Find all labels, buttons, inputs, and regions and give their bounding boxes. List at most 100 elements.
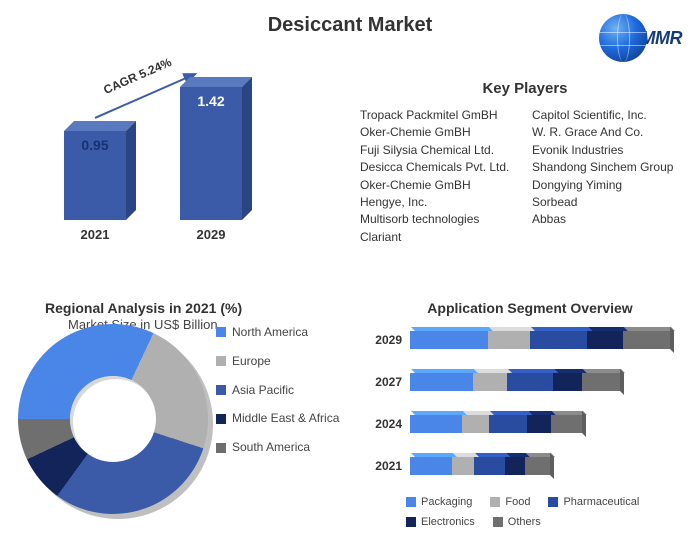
key-player-item: W. R. Grace And Co.	[532, 124, 690, 141]
legend-label: South America	[232, 439, 310, 456]
application-segment	[462, 415, 490, 433]
regional-donut-wrap	[18, 324, 208, 514]
legend-label: Packaging	[421, 496, 472, 508]
regional-legend-item: South America	[216, 439, 339, 456]
application-segment	[527, 415, 551, 433]
application-segment	[587, 331, 623, 349]
key-players-col-2: Capitol Scientific, Inc.W. R. Grace And …	[532, 107, 690, 246]
key-player-item: Oker-Chemie GmBH	[360, 124, 518, 141]
application-bar-track	[410, 331, 670, 349]
application-segment	[505, 457, 525, 475]
legend-swatch	[216, 443, 226, 453]
application-segment	[410, 373, 473, 391]
application-segment	[452, 457, 474, 475]
legend-swatch	[490, 497, 500, 507]
legend-swatch	[406, 497, 416, 507]
regional-legend-item: Middle East & Africa	[216, 410, 339, 427]
key-player-item: Desicca Chemicals Pvt. Ltd.	[360, 159, 518, 176]
legend-swatch	[406, 517, 416, 527]
key-player-item: Abbas	[532, 211, 690, 228]
application-year-label: 2029	[370, 333, 410, 347]
key-player-item: Evonik Industries	[532, 142, 690, 159]
application-segment	[488, 331, 530, 349]
regional-legend-item: Asia Pacific	[216, 382, 339, 399]
regional-title: Regional Analysis in 2021 (%)	[45, 300, 370, 316]
bar-value-label: 1.42	[180, 93, 242, 109]
application-segment	[489, 415, 527, 433]
legend-label: Others	[508, 516, 541, 528]
legend-label: Europe	[232, 353, 271, 370]
regional-legend-item: Europe	[216, 353, 339, 370]
application-legend: Packaging Food Pharmaceutical Electronics Ot…	[370, 496, 690, 528]
key-player-item: Tropack Packmitel GmBH	[360, 107, 518, 124]
key-players-col-1: Tropack Packmitel GmBHOker-Chemie GmBHFu…	[360, 107, 518, 246]
legend-label: Asia Pacific	[232, 382, 294, 399]
application-segment	[582, 373, 620, 391]
bar-3d-cap	[582, 411, 586, 437]
key-players-title: Key Players	[360, 80, 690, 97]
regional-analysis-section: Regional Analysis in 2021 (%) North Amer…	[0, 300, 370, 514]
key-player-item: Clariant	[360, 229, 518, 246]
application-segment	[623, 331, 670, 349]
key-player-item: Dongying Yiming	[532, 177, 690, 194]
legend-swatch	[493, 517, 503, 527]
application-legend-item: Packaging	[406, 496, 472, 508]
key-players-section: Key Players Tropack Packmitel GmBHOker-C…	[360, 80, 690, 246]
application-segment	[474, 457, 505, 475]
application-segment	[530, 331, 587, 349]
application-bar-track	[410, 373, 620, 391]
brand-logo: MMR	[599, 14, 683, 62]
application-bar-track	[410, 457, 550, 475]
bar-3d-cap	[620, 369, 624, 395]
application-segment-section: Application Segment Overview 20292027202…	[370, 300, 690, 528]
bar-value-label: 0.95	[64, 137, 126, 153]
application-year-label: 2024	[370, 417, 410, 431]
application-segment	[525, 457, 550, 475]
bar-3d-cap	[550, 453, 554, 479]
bar-plot-area: CAGR 5.24% 0.9520211.422029	[28, 70, 288, 220]
legend-swatch	[216, 414, 226, 424]
legend-label: Food	[505, 496, 530, 508]
application-bar-row: 2021	[370, 454, 690, 478]
legend-label: Electronics	[421, 516, 475, 528]
brand-logo-text: MMR	[641, 28, 683, 49]
page-title: Desiccant Market	[0, 0, 700, 45]
application-segment	[553, 373, 582, 391]
key-player-item: Shandong Sinchem Group	[532, 159, 690, 176]
regional-donut-chart	[18, 324, 208, 514]
legend-label: Middle East & Africa	[232, 410, 339, 427]
key-player-item: Sorbead	[532, 194, 690, 211]
legend-swatch	[216, 385, 226, 395]
application-segment	[551, 415, 582, 433]
application-legend-item: Others	[493, 516, 541, 528]
application-year-label: 2027	[370, 375, 410, 389]
application-year-label: 2021	[370, 459, 410, 473]
application-bar-rows: 2029 2027 2024 2021	[370, 328, 690, 478]
application-segment	[410, 457, 452, 475]
key-player-item: Hengye, Inc.	[360, 194, 518, 211]
key-player-item: Multisorb technologies	[360, 211, 518, 228]
application-segment	[410, 415, 462, 433]
application-title: Application Segment Overview	[370, 300, 690, 316]
legend-swatch	[548, 497, 558, 507]
legend-swatch	[216, 327, 226, 337]
application-bar-row: 2027	[370, 370, 690, 394]
regional-legend-item: North America	[216, 324, 339, 341]
bar-category-label: 2029	[181, 227, 241, 242]
application-segment	[410, 331, 488, 349]
key-player-item: Fuji Silysia Chemical Ltd.	[360, 142, 518, 159]
application-segment	[507, 373, 553, 391]
application-bar-row: 2024	[370, 412, 690, 436]
application-legend-item: Electronics	[406, 516, 475, 528]
application-bar-track	[410, 415, 582, 433]
legend-label: Pharmaceutical	[563, 496, 639, 508]
application-legend-item: Food	[490, 496, 530, 508]
market-size-bar-chart: CAGR 5.24% 0.9520211.422029 Market Size …	[28, 70, 328, 290]
legend-swatch	[216, 356, 226, 366]
legend-label: North America	[232, 324, 308, 341]
bar-3d-cap	[670, 327, 674, 353]
key-player-item: Capitol Scientific, Inc.	[532, 107, 690, 124]
chart-bar	[64, 121, 136, 220]
key-player-item: Oker-Chemie GmBH	[360, 177, 518, 194]
application-bar-row: 2029	[370, 328, 690, 352]
